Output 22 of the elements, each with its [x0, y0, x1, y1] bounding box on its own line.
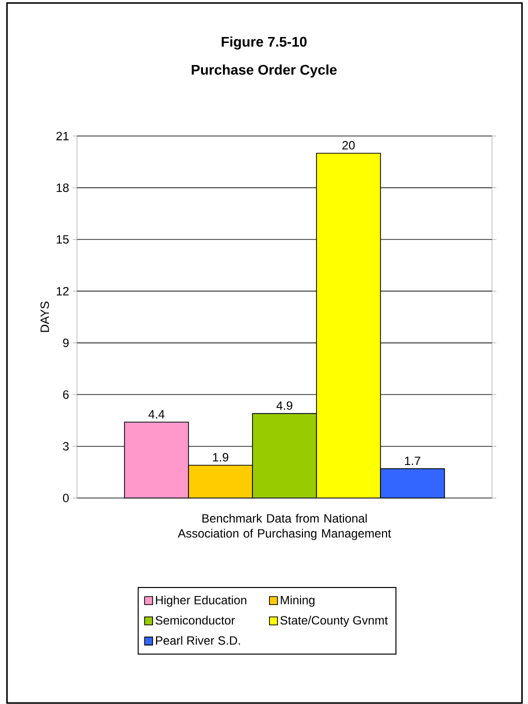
chart-title: Figure 7.5-10 [222, 36, 307, 50]
x-axis-title: Benchmark Data from National Association of Purchasing Management [178, 514, 392, 540]
y-tick-label: 3 [62, 442, 69, 451]
y-tick-label: 15 [56, 235, 69, 244]
y-tick-label: 9 [63, 338, 69, 348]
chart-subtitle: Purchase Order Cycle [192, 64, 337, 78]
y-tick-label: 18 [56, 183, 69, 192]
y-axis-title: DAYS [40, 302, 49, 332]
data-label: 4.4 [148, 410, 164, 418]
y-tick-label: 21 [56, 132, 69, 140]
y-tick-label: 6 [63, 390, 69, 399]
legend-label: State/County Gvnmt [280, 616, 388, 627]
y-tick-label: 0 [62, 494, 69, 502]
legend-label: Pearl River S.D. [156, 636, 240, 645]
data-label: 1.9 [213, 453, 228, 462]
legend-label: Mining [280, 596, 314, 607]
y-tick-label: 12 [56, 286, 69, 296]
data-label: 4.9 [276, 401, 292, 410]
data-label: 1.7 [405, 456, 420, 465]
data-label: 20 [342, 141, 355, 150]
legend-label: Higher Education [156, 596, 246, 607]
legend-label: Semiconductor [156, 616, 235, 625]
